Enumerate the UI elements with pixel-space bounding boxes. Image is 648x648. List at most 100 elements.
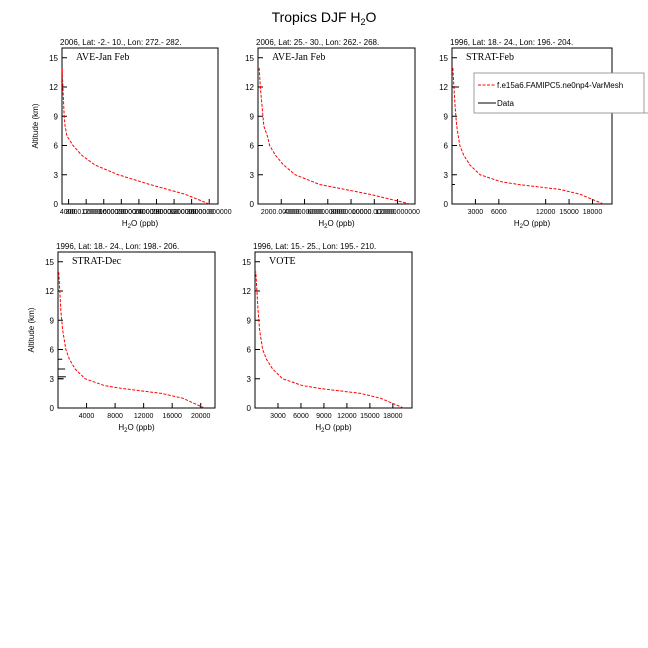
x-axis-label-part: H bbox=[315, 423, 321, 432]
y-tick-label: 9 bbox=[247, 316, 252, 325]
y-tick-label: 0 bbox=[54, 200, 59, 209]
x-tick-label: 12000 bbox=[337, 413, 357, 420]
x-axis-label: H2O (ppb) bbox=[514, 219, 551, 230]
x-axis-label-part: O (ppb) bbox=[325, 423, 352, 432]
panel-annotation: STRAT-Dec bbox=[72, 256, 122, 267]
x-tick-label: 4000.000000 bbox=[284, 209, 325, 216]
y-tick-label: 0 bbox=[444, 200, 449, 209]
profile-line bbox=[58, 271, 205, 409]
y-axis-label: Altitude (km) bbox=[27, 307, 36, 352]
x-tick-label: 8000.000000 bbox=[331, 209, 372, 216]
y-tick-label: 0 bbox=[250, 200, 255, 209]
y-tick-label: 6 bbox=[50, 346, 55, 355]
x-axis-label-part: O (ppb) bbox=[131, 219, 158, 228]
y-tick-label: 3 bbox=[54, 171, 59, 180]
y-tick-label: 6 bbox=[247, 346, 252, 355]
x-tick-label: 12000.000000 bbox=[81, 209, 126, 216]
panel-annotation: VOTE bbox=[269, 256, 296, 267]
legend-label: f.e15a6.FAMIPC5.ne0np4-VarMesh bbox=[497, 81, 623, 90]
panel-subtitle: 2006, Lat: 25.- 30., Lon: 262.- 268. bbox=[256, 38, 379, 47]
panel-annotation: AVE-Jan Feb bbox=[76, 52, 129, 63]
x-axis-label-part: 2 bbox=[520, 224, 524, 230]
x-tick-label: 15000 bbox=[360, 413, 380, 420]
legend-box bbox=[473, 72, 645, 114]
x-tick-label: 15000 bbox=[559, 209, 579, 216]
y-tick-label: 15 bbox=[45, 258, 54, 267]
y-tick-label: 6 bbox=[54, 142, 59, 151]
y-tick-label: 12 bbox=[45, 287, 54, 296]
x-tick-label: 32000.000000 bbox=[169, 209, 214, 216]
plot-frame bbox=[254, 251, 413, 409]
x-tick-label: 2000.000000 bbox=[261, 209, 302, 216]
y-tick-label: 9 bbox=[50, 316, 55, 325]
x-tick-label: 9000 bbox=[316, 413, 332, 420]
figure-title: Tropics DJF H2O bbox=[272, 9, 377, 27]
panel-subtitle: 1996, Lat: 18.- 24., Lon: 196.- 204. bbox=[450, 38, 573, 47]
plot-frame bbox=[57, 251, 216, 409]
x-tick-label: 8000 bbox=[107, 413, 123, 420]
y-tick-label: 6 bbox=[250, 142, 255, 151]
y-tick-label: 12 bbox=[49, 83, 58, 92]
profile-line bbox=[61, 67, 210, 205]
x-axis-label: H2O (ppb) bbox=[122, 219, 159, 230]
legend-label: Data bbox=[497, 99, 514, 108]
panel-subtitle: 2006, Lat: -2.- 10., Lon: 272.- 282. bbox=[60, 38, 181, 47]
x-tick-label: 8000.000000 bbox=[66, 209, 107, 216]
profile-line bbox=[255, 271, 404, 409]
plot-frame bbox=[451, 47, 613, 205]
x-axis-label: H2O (ppb) bbox=[315, 423, 352, 434]
x-tick-label: 18000 bbox=[383, 413, 403, 420]
x-tick-label: 10000.000000 bbox=[352, 209, 397, 216]
y-tick-label: 15 bbox=[242, 258, 251, 267]
y-tick-label: 3 bbox=[247, 375, 252, 384]
profile-line bbox=[258, 67, 411, 205]
x-tick-label: 12000.000000 bbox=[375, 209, 420, 216]
y-tick-label: 12 bbox=[242, 287, 251, 296]
panel-subtitle: 1996, Lat: 18.- 24., Lon: 198.- 206. bbox=[56, 242, 179, 251]
y-tick-label: 15 bbox=[49, 54, 58, 63]
x-tick-label: 16000 bbox=[162, 413, 182, 420]
x-axis-label-part: O (ppb) bbox=[523, 219, 550, 228]
x-tick-label: 36000.000000 bbox=[187, 209, 232, 216]
plot-frame bbox=[257, 47, 416, 205]
x-tick-label: 6000.000000 bbox=[307, 209, 348, 216]
y-tick-label: 12 bbox=[245, 83, 254, 92]
y-tick-label: 3 bbox=[444, 171, 449, 180]
x-tick-label: 3000 bbox=[270, 413, 286, 420]
x-tick-label: 24000.000000 bbox=[134, 209, 179, 216]
y-tick-label: 3 bbox=[50, 375, 55, 384]
x-axis-label-part: H bbox=[122, 219, 128, 228]
x-tick-label: 20000 bbox=[191, 413, 211, 420]
x-axis-label-part: 2 bbox=[128, 224, 132, 230]
x-tick-label: 28000.000000 bbox=[152, 209, 197, 216]
x-axis-label-part: 2 bbox=[324, 224, 328, 230]
x-axis-label: H2O (ppb) bbox=[118, 423, 155, 434]
x-tick-label: 12000 bbox=[134, 413, 154, 420]
x-tick-label: 16000.000000 bbox=[99, 209, 144, 216]
x-tick-label: 4000 bbox=[79, 413, 95, 420]
y-tick-label: 9 bbox=[250, 112, 255, 121]
y-tick-label: 9 bbox=[444, 112, 449, 121]
x-axis-label-part: 2 bbox=[124, 428, 128, 434]
y-tick-label: 9 bbox=[54, 112, 59, 121]
y-tick-label: 3 bbox=[250, 171, 255, 180]
panel-annotation: AVE-Jan Feb bbox=[272, 52, 325, 63]
profile-line bbox=[452, 67, 604, 205]
x-tick-label: 3000 bbox=[468, 209, 484, 216]
y-tick-label: 6 bbox=[444, 142, 449, 151]
plot-frame bbox=[61, 47, 219, 205]
x-axis-label: H2O (ppb) bbox=[318, 219, 355, 230]
x-tick-label: 12000 bbox=[536, 209, 556, 216]
y-axis-label: Altitude (km) bbox=[31, 103, 40, 148]
y-tick-label: 15 bbox=[439, 54, 448, 63]
x-axis-label-part: O (ppb) bbox=[328, 219, 355, 228]
y-tick-label: 0 bbox=[247, 404, 252, 413]
panel-annotation: STRAT-Feb bbox=[466, 52, 514, 63]
y-tick-label: 0 bbox=[50, 404, 55, 413]
x-tick-label: 4000. bbox=[60, 209, 78, 216]
x-axis-label-part: H bbox=[514, 219, 520, 228]
panel-subtitle: 1996, Lat: 15.- 25., Lon: 195.- 210. bbox=[253, 242, 376, 251]
x-axis-label-part: O (ppb) bbox=[128, 423, 155, 432]
x-tick-label: 20000.000000 bbox=[117, 209, 162, 216]
